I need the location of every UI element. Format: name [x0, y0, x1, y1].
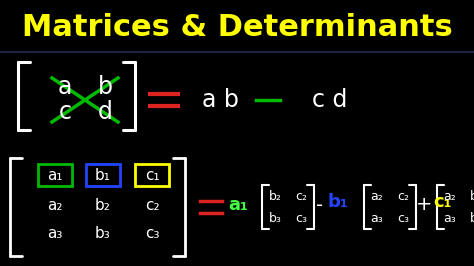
Text: a₁: a₁: [47, 168, 63, 182]
Text: Matrices & Determinants: Matrices & Determinants: [22, 14, 452, 43]
Text: a₃: a₃: [371, 211, 383, 225]
Text: +: +: [416, 196, 432, 214]
Text: a b: a b: [201, 88, 238, 112]
Text: b₃: b₃: [95, 227, 111, 242]
Text: c₂: c₂: [295, 189, 307, 202]
Text: c₃: c₃: [295, 211, 307, 225]
Text: c₃: c₃: [397, 211, 409, 225]
Text: a₂: a₂: [371, 189, 383, 202]
Bar: [86, 164, 120, 186]
Text: a₂: a₂: [47, 197, 63, 213]
Text: c₁: c₁: [145, 168, 159, 182]
Text: c₂: c₂: [397, 189, 409, 202]
Text: c d: c d: [312, 88, 348, 112]
Text: a₁: a₁: [228, 196, 248, 214]
Text: a₂: a₂: [444, 189, 456, 202]
Text: b: b: [98, 75, 112, 99]
Bar: [135, 164, 169, 186]
Text: a₃: a₃: [444, 211, 456, 225]
Text: b₃: b₃: [269, 211, 282, 225]
Text: b₂: b₂: [95, 197, 111, 213]
Text: b₁: b₁: [328, 193, 348, 211]
Text: c₁: c₁: [434, 193, 452, 211]
Text: b₂: b₂: [470, 189, 474, 202]
Text: a₃: a₃: [47, 227, 63, 242]
Text: c₂: c₂: [145, 197, 159, 213]
Text: b₂: b₂: [269, 189, 282, 202]
Text: a: a: [58, 75, 72, 99]
Text: b₁: b₁: [95, 168, 111, 182]
Text: d: d: [98, 100, 112, 124]
Text: c₃: c₃: [145, 227, 159, 242]
Bar: [38, 164, 72, 186]
Text: c: c: [58, 100, 72, 124]
Text: b₃: b₃: [470, 211, 474, 225]
Text: -: -: [317, 196, 324, 214]
